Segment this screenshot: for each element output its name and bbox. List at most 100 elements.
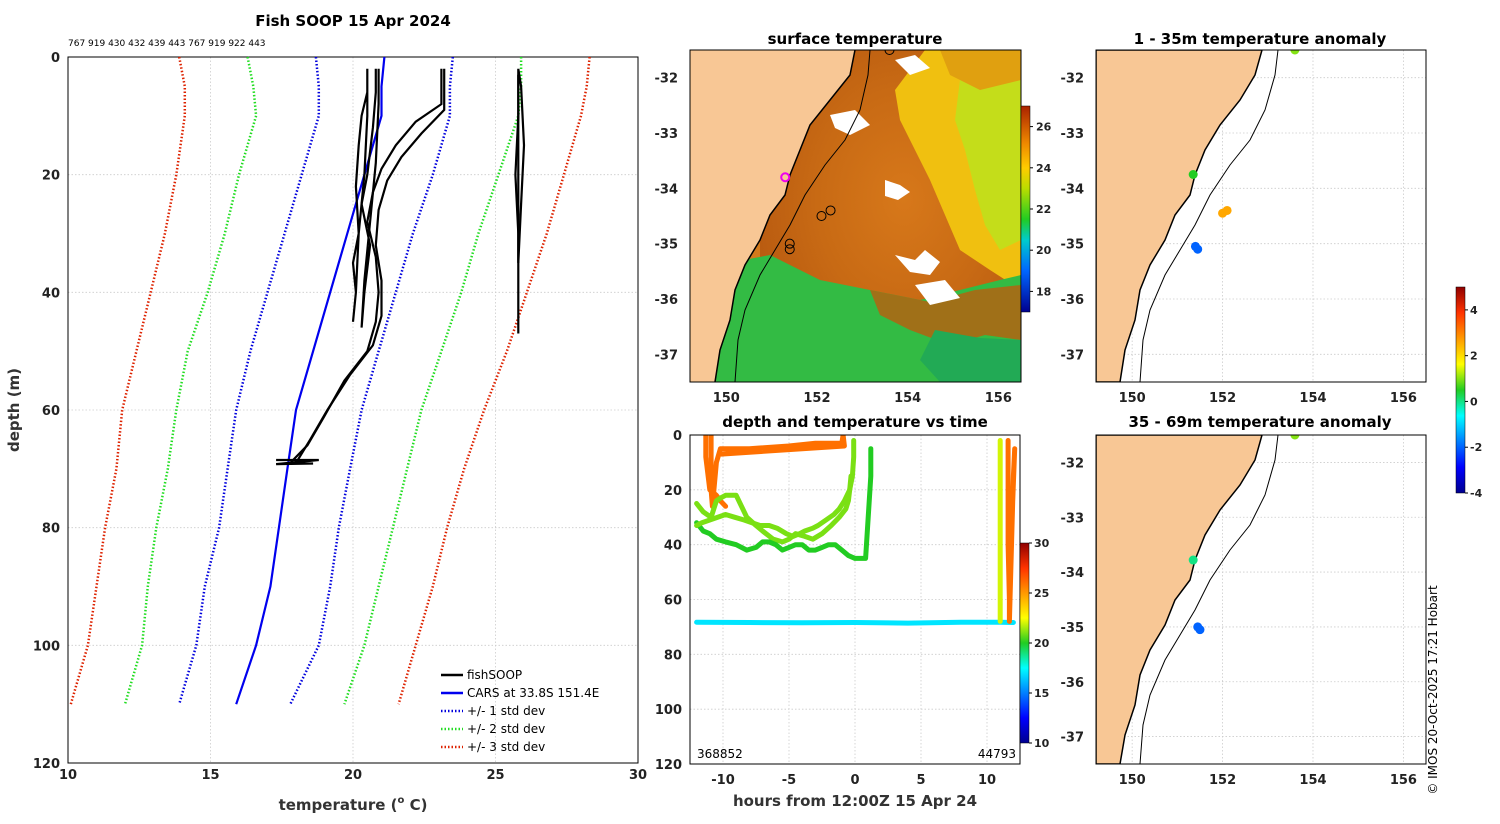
profile-x-tick-label: 25 — [486, 768, 504, 783]
profile-panel: Fish SOOP 15 Apr 2024 767 919 430 432 43… — [5, 12, 647, 814]
time-colorbar-tick-label: 20 — [1034, 637, 1050, 650]
sst-fish-location-circle — [816, 211, 827, 221]
map-y-tick-label: -34 — [655, 182, 679, 197]
map-y-tick-label: -32 — [1061, 456, 1085, 471]
anomaly-colorbar-tick-label: 2 — [1470, 350, 1478, 363]
time-series-right_orange — [1005, 438, 1018, 624]
legend-label: +/- 1 std dev — [467, 704, 545, 718]
time-y-tick-label: 80 — [664, 648, 682, 663]
time-left-ids: 368852 — [697, 747, 743, 761]
anomaly-point — [1290, 435, 1300, 440]
map-x-tick-label: 154 — [894, 391, 921, 406]
time-y-tick-label: 120 — [655, 758, 682, 773]
profile-legend: fishSOOP CARS at 33.8S 151.4E +/- 1 std de… — [441, 668, 599, 754]
anomaly-point — [1290, 50, 1300, 55]
sst-fish-location-circle — [884, 50, 895, 55]
legend-label: +/- 2 std dev — [467, 722, 545, 736]
profile-x-tick-label: 20 — [344, 768, 362, 783]
profile-series-fishsoop-bottom — [275, 458, 319, 466]
anomaly-colorbar-ticks: 4 2 0 -2 -4 — [1465, 304, 1483, 500]
anomaly-colorbar-tick-label: 0 — [1470, 395, 1478, 408]
sst-cloud-2 — [885, 180, 910, 200]
profile-y-ticks: 0 20 40 60 80 100 120 — [33, 51, 60, 772]
profile-series--3-std-dev — [397, 56, 591, 705]
anomaly2-land — [1096, 435, 1263, 764]
profile-series-fishsoop — [351, 68, 369, 322]
sst-colorbar-tick-label: 24 — [1036, 162, 1052, 175]
sst-cloud-1 — [895, 250, 940, 275]
anomaly2-axes-box — [1095, 434, 1427, 765]
profile-series--2-std-dev — [123, 56, 258, 705]
sst-lime-region — [955, 60, 1021, 250]
time-x-tick-label: -10 — [711, 773, 735, 788]
map-y-tick-label: -35 — [655, 238, 679, 253]
anomaly2-title: 35 - 69m temperature anomaly — [1128, 413, 1391, 431]
profile-series--1-std-dev — [177, 56, 321, 705]
profile-x-tick-label: 10 — [59, 768, 77, 783]
time-panel: depth and temperature vs time -10 -5 0 5 10 … — [655, 413, 1050, 810]
map-x-tick-label: 156 — [985, 391, 1012, 406]
sst-colorbar-tick-label: 22 — [1036, 203, 1051, 216]
anomaly2-x-ticks: 150 152 154 156 — [1119, 773, 1417, 788]
time-x-label: hours from 12:00Z 15 Apr 24 — [733, 792, 977, 810]
anomaly-point — [1222, 205, 1232, 215]
profile-x-tick-label: 15 — [201, 768, 219, 783]
profile-title: Fish SOOP 15 Apr 2024 — [255, 12, 451, 30]
profile-y-tick-label: 60 — [42, 404, 60, 419]
map-x-tick-label: 152 — [1209, 391, 1236, 406]
legend-label: CARS at 33.8S 151.4E — [467, 686, 599, 700]
profile-gridlines — [67, 56, 639, 764]
sst-fish-location-circle — [825, 205, 836, 216]
profile-series--1-std-dev — [289, 56, 455, 705]
time-series-green1 — [694, 473, 854, 545]
profile-series-fishsoop-4 — [295, 68, 446, 464]
profile-y-label: depth (m) — [5, 368, 23, 452]
sst-colorbar-tick-label: 26 — [1036, 121, 1052, 134]
sst-colorbar-ticks: 18 20 22 24 26 — [1030, 121, 1052, 298]
profile-series--2-std-dev — [343, 57, 523, 705]
anomaly1-panel: 1 - 35m temperature anomaly 150 152 154 156… — [1061, 30, 1427, 406]
map-x-tick-label: 156 — [1390, 773, 1417, 788]
map-y-tick-label: -33 — [1061, 511, 1085, 526]
profile-series-cars-at-33-8s-151-4e — [235, 56, 386, 705]
sst-fish-locations — [780, 50, 895, 255]
anomaly1-map — [1096, 50, 1426, 382]
profile-y-tick-label: 20 — [42, 169, 60, 184]
anomaly2-shelf-contour — [1139, 435, 1279, 764]
time-colorbar-ticks: 10 15 20 25 30 — [1029, 537, 1050, 750]
sst-current-location-marker — [780, 172, 791, 183]
map-y-tick-label: -35 — [1061, 621, 1085, 636]
legend-label: +/- 3 std dev — [467, 740, 545, 754]
map-x-tick-label: 152 — [803, 391, 830, 406]
sst-colorbar-tick-label: 20 — [1036, 244, 1052, 257]
time-colorbar-tick-label: 15 — [1034, 687, 1049, 700]
profile-y-tick-label: 100 — [33, 639, 60, 654]
sst-panel: surface temperature 150 152 154 156 -32-33-… — [655, 30, 1052, 406]
anomaly-colorbar — [1455, 286, 1466, 494]
map-x-tick-label: 154 — [1299, 391, 1326, 406]
time-series-green2 — [694, 446, 874, 561]
anomaly2-points — [1188, 435, 1300, 635]
map-y-tick-label: -37 — [1061, 348, 1085, 363]
anomaly2-panel: 35 - 69m temperature anomaly 150 152 154 15… — [1061, 413, 1427, 788]
time-x-ticks: -10 -5 0 5 10 — [711, 773, 996, 788]
map-x-tick-label: 154 — [1299, 773, 1326, 788]
anomaly-colorbar-tick-label: -4 — [1470, 487, 1483, 500]
time-x-tick-label: 10 — [978, 773, 996, 788]
map-y-tick-label: -36 — [655, 293, 679, 308]
map-y-tick-label: -35 — [1061, 238, 1085, 253]
sst-teal-region — [920, 330, 1021, 382]
anomaly1-shelf-contour — [1139, 50, 1279, 382]
map-y-tick-label: -32 — [655, 72, 679, 87]
map-y-tick-label: -34 — [1061, 182, 1085, 197]
profile-y-tick-label: 120 — [33, 757, 60, 772]
profile-y-tick-label: 80 — [42, 522, 60, 537]
map-y-tick-label: -37 — [1061, 731, 1085, 746]
map-x-tick-label: 150 — [1119, 391, 1146, 406]
time-y-tick-label: 20 — [664, 484, 682, 499]
map-y-tick-label: -34 — [1061, 566, 1085, 581]
anomaly-point — [1193, 244, 1203, 254]
profile-series-fishsoop-2 — [360, 68, 380, 328]
sst-map — [690, 50, 1021, 382]
